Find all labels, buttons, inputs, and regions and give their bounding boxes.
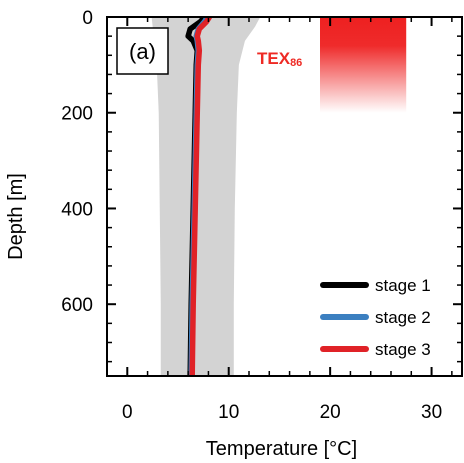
series-line-stage-3 xyxy=(189,17,213,376)
y-tick-label: 200 xyxy=(61,104,93,125)
tex86-range-box xyxy=(320,17,407,113)
x-tick-label: 10 xyxy=(218,402,239,423)
legend-label-stage-3: stage 3 xyxy=(375,340,431,359)
y-axis-title: Depth [m] xyxy=(5,173,27,260)
x-tick-label: 0 xyxy=(122,402,133,423)
y-tick-label: 0 xyxy=(82,8,93,29)
x-tick-label: 20 xyxy=(320,402,341,423)
x-axis-title: Temperature [°C] xyxy=(206,438,357,460)
panel-label-box xyxy=(116,27,169,75)
plot-frame xyxy=(106,16,463,377)
y-tick-label: 400 xyxy=(61,199,93,220)
uncertainty-envelope xyxy=(151,17,261,376)
legend-label-stage-2: stage 2 xyxy=(375,308,431,327)
tex86-label: TEX86 xyxy=(257,49,302,69)
x-tick-label: 30 xyxy=(421,402,442,423)
y-tick-label: 600 xyxy=(61,295,93,316)
legend-label-stage-1: stage 1 xyxy=(375,276,431,295)
panel-label: (a) xyxy=(129,39,156,64)
